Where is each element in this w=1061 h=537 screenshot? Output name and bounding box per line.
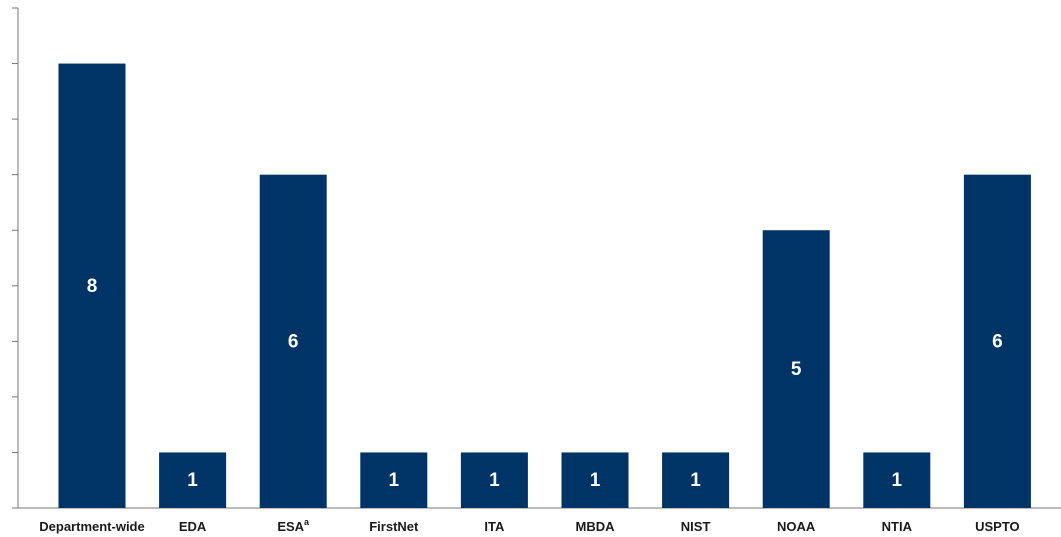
bar-value-label: 1 [690, 470, 701, 491]
bar-value-label: 1 [892, 470, 903, 491]
x-axis-tick-label: MBDA [576, 519, 616, 534]
bar [159, 452, 227, 508]
bar [963, 174, 1031, 508]
bar [762, 230, 830, 508]
bar-value-label: 1 [389, 470, 400, 491]
bar-value-label: 1 [590, 470, 601, 491]
x-axis-tick-label: NIST [681, 519, 711, 534]
bar-value-label: 8 [87, 276, 98, 297]
x-axis-tick-label: ITA [484, 519, 505, 534]
bar [360, 452, 428, 508]
bar [863, 452, 931, 508]
bar [460, 452, 528, 508]
x-axis-tick-label: NOAA [777, 519, 816, 534]
bar-value-label: 6 [992, 331, 1003, 352]
bar [561, 452, 629, 508]
x-axis-tick-label: USPTO [975, 519, 1020, 534]
x-axis-tick-label: Department-wide [39, 519, 144, 534]
x-axis-tick-label: EDA [179, 519, 207, 534]
bar-value-label: 1 [187, 470, 198, 491]
bar-value-label: 1 [489, 470, 500, 491]
bar [58, 63, 126, 509]
x-axis-tick-label: ESAa [277, 517, 310, 534]
x-axis-tick-superscript: a [304, 517, 310, 527]
bar-value-label: 6 [288, 331, 299, 352]
bar-value-label: 5 [791, 359, 802, 380]
x-axis-tick-label: NTIA [882, 519, 913, 534]
bar [662, 452, 730, 508]
x-axis-tick-label: FirstNet [369, 519, 419, 534]
bar [259, 174, 327, 508]
